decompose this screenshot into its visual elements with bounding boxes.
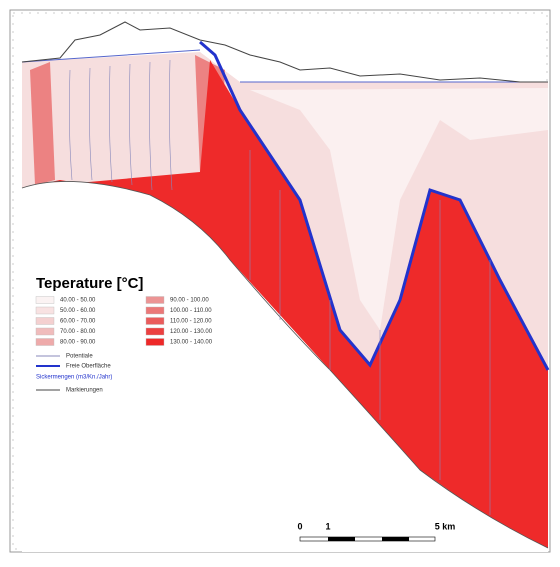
base-line <box>21 181 549 549</box>
legend: Teperature [°C] 40.00 - 50.00 50.00 - 60.… <box>35 275 213 346</box>
scale-track <box>299 536 436 542</box>
legend-label: Sickermengen (m3/Kn./Jahr) <box>36 375 112 381</box>
legend-swatch <box>145 327 165 336</box>
hot-zone <box>22 60 548 548</box>
hot-plume <box>30 55 225 185</box>
legend-label: 80.00 - 90.00 <box>60 340 96 346</box>
legend-label: 110.00 - 120.00 <box>170 319 212 325</box>
scale-label: 1 <box>325 521 330 531</box>
legend-swatch <box>35 317 55 325</box>
free-surface <box>199 40 550 371</box>
legend-swatch <box>145 306 165 315</box>
legend-label: 50.00 - 60.00 <box>60 308 96 314</box>
legend-swatch <box>145 317 165 325</box>
legend-label: Potentiale <box>66 354 93 360</box>
scale-segment <box>328 537 355 541</box>
legend-label: 120.00 - 130.00 <box>170 329 213 335</box>
legend-label: 90.00 - 100.00 <box>170 298 209 304</box>
water-table <box>21 49 548 83</box>
potential-lines <box>69 59 491 515</box>
legend-title: Teperature [°C] <box>36 275 143 292</box>
legend-label: Markierungen <box>66 388 103 394</box>
cool-zone <box>250 88 548 330</box>
legend-swatch <box>35 296 55 304</box>
legend-label: Freie Oberfläche <box>66 364 111 370</box>
scale-bar: 0 1 5 km <box>297 521 456 542</box>
legend-label: 130.00 - 140.00 <box>170 340 213 346</box>
legend-swatch <box>145 338 165 346</box>
scale-label: 0 <box>297 521 302 531</box>
scale-segment <box>382 537 409 541</box>
legend-label: 100.00 - 110.00 <box>170 308 212 314</box>
legend-label: 40.00 - 50.00 <box>60 298 96 304</box>
legend-swatch <box>35 327 55 336</box>
basement <box>22 181 548 552</box>
legend-swatch <box>35 306 55 315</box>
legend-label: 60.00 - 70.00 <box>60 319 96 325</box>
scale-label: 5 km <box>435 521 456 531</box>
legend-swatch <box>35 338 55 346</box>
legend-lines: Potentiale Freie Oberfläche Sickermengen… <box>36 354 112 394</box>
legend-label: 70.00 - 80.00 <box>60 329 96 335</box>
legend-swatch <box>145 296 165 304</box>
topography <box>21 21 548 83</box>
